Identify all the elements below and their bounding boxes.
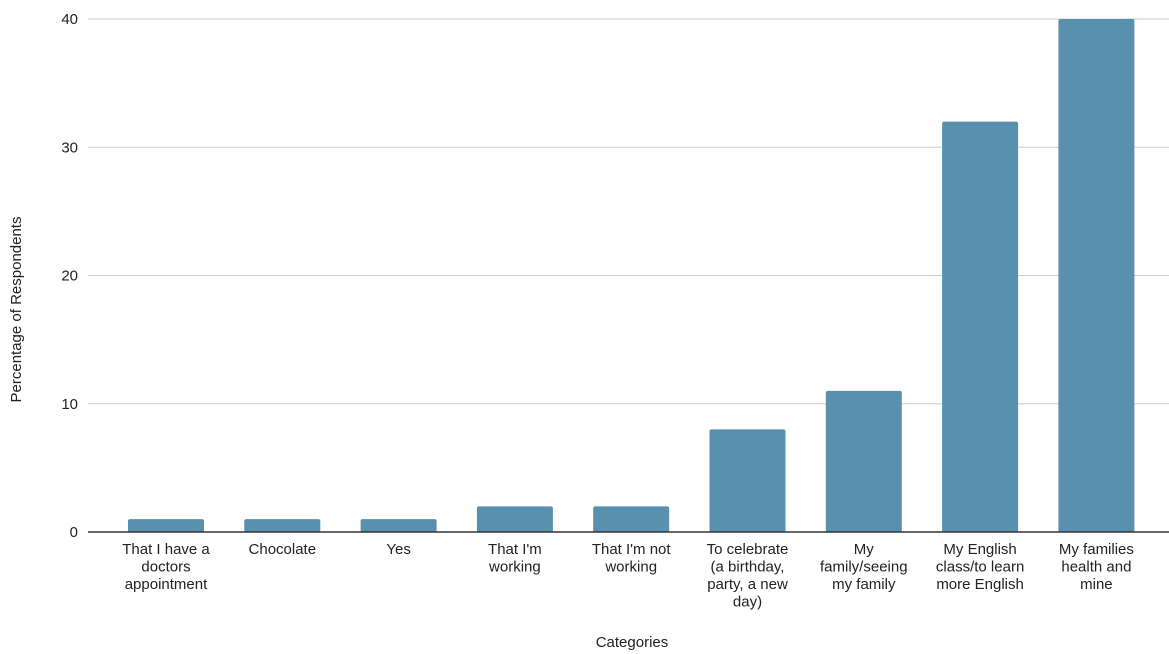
y-tick-label: 40 — [61, 11, 78, 28]
bars — [128, 19, 1135, 532]
bar — [942, 121, 1019, 532]
y-axis-title: Percentage of Respondents — [8, 217, 25, 403]
bar — [360, 519, 437, 532]
bar — [593, 506, 670, 532]
x-tick-label: Chocolate — [249, 541, 317, 558]
x-tick-label: My family/seeing my family — [820, 541, 908, 593]
x-tick-label: That I'm not working — [592, 541, 672, 576]
x-tick-label: Yes — [386, 541, 410, 558]
x-tick-label: That I have a doctors appointment — [122, 541, 210, 593]
x-tick-label: To celebrate (a birthday, party, a new day) — [707, 541, 789, 611]
bar — [1058, 19, 1135, 532]
x-tick-label: My English class/to learn more English — [936, 541, 1024, 593]
bar — [709, 429, 786, 532]
bar — [128, 519, 204, 532]
y-tick-label: 20 — [61, 268, 78, 285]
y-axis-ticks: 0 10 20 30 40 — [61, 11, 78, 541]
bar — [825, 390, 902, 532]
x-tick-label: That I'm working — [488, 541, 542, 576]
bar — [244, 519, 321, 532]
y-tick-label: 0 — [70, 524, 78, 541]
y-tick-label: 10 — [61, 396, 78, 413]
x-axis-title: Categories — [596, 634, 669, 651]
x-tick-label: My families health and mine — [1059, 541, 1134, 593]
y-tick-label: 30 — [61, 139, 78, 156]
x-axis-category-labels: That I have a doctors appointment Chocolate… — [122, 541, 1134, 611]
bar — [476, 506, 553, 532]
